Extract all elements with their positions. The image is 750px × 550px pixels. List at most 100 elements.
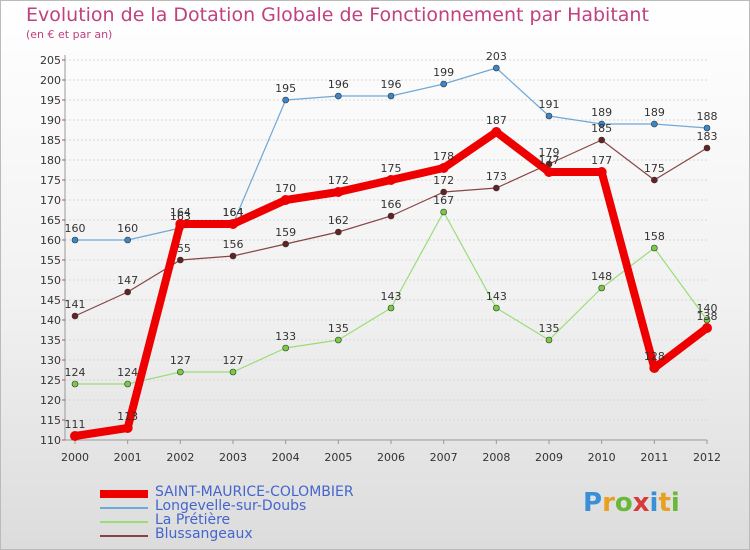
data-point <box>229 252 237 260</box>
data-point <box>71 312 79 320</box>
logo-letter: x <box>632 488 650 518</box>
y-tick-label: 200 <box>40 74 61 87</box>
data-label: 196 <box>381 78 402 91</box>
data-label: 141 <box>65 298 86 311</box>
data-point <box>440 188 447 196</box>
x-tick-label: 2006 <box>377 451 405 464</box>
data-label: 163 <box>170 210 191 223</box>
data-point <box>598 284 605 292</box>
x-tick-label: 2010 <box>588 451 616 464</box>
data-label: 147 <box>117 274 138 287</box>
data-point <box>124 288 131 296</box>
data-point <box>545 336 553 344</box>
data-label: 143 <box>381 290 402 303</box>
data-label: 127 <box>170 354 191 367</box>
y-tick-label: 150 <box>40 274 61 287</box>
x-tick-label: 2002 <box>166 451 194 464</box>
data-label: 164 <box>223 206 244 219</box>
data-point <box>71 236 79 244</box>
y-tick-label: 110 <box>40 434 61 447</box>
data-label: 156 <box>223 238 244 251</box>
chart-subtitle: (en € et par an) <box>26 28 113 41</box>
logo-letter: P <box>583 488 603 518</box>
y-tick-label: 130 <box>40 354 61 367</box>
data-point <box>282 240 289 248</box>
data-label: 140 <box>697 302 718 315</box>
y-tick-label: 195 <box>40 94 61 107</box>
data-label: 189 <box>591 106 612 119</box>
data-label: 133 <box>275 330 296 343</box>
data-point <box>651 244 658 252</box>
logo-letter: r <box>602 488 615 518</box>
y-tick-label: 170 <box>40 194 61 207</box>
x-tick-label: 2008 <box>482 451 510 464</box>
y-tick-label: 185 <box>40 134 61 147</box>
legend-label: SAINT-MAURICE-COLOMBIER <box>155 484 354 500</box>
data-label: 185 <box>591 122 612 135</box>
data-label: 124 <box>117 366 138 379</box>
legend-swatch <box>100 507 148 509</box>
legend-swatch <box>100 535 148 537</box>
data-point <box>333 187 344 197</box>
data-label: 175 <box>381 162 402 175</box>
data-label: 196 <box>328 78 349 91</box>
data-label: 172 <box>328 174 349 187</box>
data-point <box>335 92 342 100</box>
data-label: 128 <box>644 350 665 363</box>
y-tick-label: 120 <box>40 394 61 407</box>
data-label: 178 <box>433 150 454 163</box>
data-label: 158 <box>644 230 665 243</box>
data-point <box>491 127 502 137</box>
y-tick-label: 115 <box>40 414 61 427</box>
data-point <box>493 184 500 192</box>
data-point <box>335 336 342 344</box>
line-chart: 110 115 120 125 130 135 140 145 150 155 160 165 170 1… <box>40 50 721 464</box>
data-label: 143 <box>486 290 507 303</box>
data-point <box>175 219 186 229</box>
logo-letter: i <box>670 488 680 518</box>
data-point <box>440 80 447 88</box>
data-label: 187 <box>486 114 507 127</box>
data-point <box>703 144 711 152</box>
legend-label: La Prétière <box>155 512 231 528</box>
data-label: 164 <box>223 206 244 219</box>
x-tick-label: 2012 <box>693 451 721 464</box>
data-point <box>280 195 291 205</box>
legend-label: Blussangeaux <box>155 526 253 542</box>
data-label: 127 <box>223 354 244 367</box>
x-tick-label: 2011 <box>640 451 668 464</box>
legend-swatch <box>100 490 148 498</box>
legend-swatch <box>100 521 148 523</box>
data-point <box>282 344 289 352</box>
y-tick-label: 145 <box>40 294 61 307</box>
data-point <box>387 92 395 100</box>
logo-letter: o <box>614 488 633 518</box>
data-label: 160 <box>117 222 138 235</box>
data-label: 173 <box>486 170 507 183</box>
data-label: 164 <box>170 206 191 219</box>
data-label: 177 <box>591 154 612 167</box>
y-tick-label: 165 <box>40 214 61 227</box>
x-tick-label: 2005 <box>324 451 352 464</box>
y-tick-label: 180 <box>40 154 61 167</box>
data-label: 160 <box>65 222 86 235</box>
data-point <box>282 96 289 104</box>
x-tick-label: 2000 <box>61 451 89 464</box>
data-label: 159 <box>275 226 296 239</box>
data-point <box>124 380 131 388</box>
data-label: 189 <box>644 106 665 119</box>
data-point <box>122 423 133 433</box>
x-tick-label: 2004 <box>272 451 300 464</box>
data-point <box>651 120 658 128</box>
data-label: 162 <box>328 214 349 227</box>
y-tick-label: 155 <box>40 254 61 267</box>
data-point <box>440 208 447 216</box>
data-point <box>493 64 500 72</box>
y-tick-label: 160 <box>40 234 61 247</box>
data-point <box>70 431 80 441</box>
data-point <box>177 368 184 376</box>
chart-title: Evolution de la Dotation Globale de Fonc… <box>26 4 649 26</box>
y-tick-label: 205 <box>40 54 61 67</box>
data-point <box>386 175 396 185</box>
data-point <box>596 167 607 177</box>
